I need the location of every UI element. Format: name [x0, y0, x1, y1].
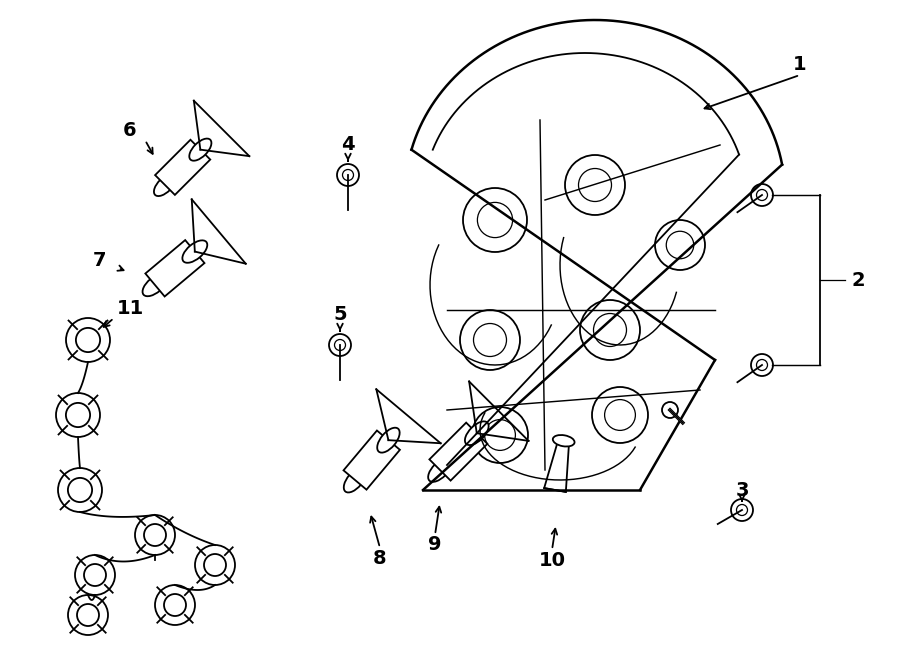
Text: 6: 6	[123, 120, 137, 139]
Circle shape	[56, 393, 100, 437]
Ellipse shape	[377, 428, 400, 453]
Circle shape	[565, 155, 625, 215]
Circle shape	[472, 407, 528, 463]
Circle shape	[580, 300, 640, 360]
Text: 4: 4	[341, 136, 355, 155]
Circle shape	[329, 334, 351, 356]
Circle shape	[460, 310, 520, 370]
Circle shape	[592, 387, 648, 443]
Circle shape	[144, 524, 166, 546]
Circle shape	[751, 184, 773, 206]
Circle shape	[731, 499, 753, 521]
Circle shape	[58, 468, 102, 512]
Ellipse shape	[189, 139, 212, 161]
Circle shape	[68, 478, 92, 502]
Text: 9: 9	[428, 535, 442, 555]
Circle shape	[155, 585, 195, 625]
Polygon shape	[344, 430, 400, 490]
Text: 7: 7	[94, 251, 107, 270]
Polygon shape	[429, 422, 488, 481]
Ellipse shape	[154, 174, 176, 196]
Circle shape	[75, 555, 115, 595]
Circle shape	[68, 595, 108, 635]
Polygon shape	[544, 440, 569, 492]
Text: 5: 5	[333, 305, 346, 325]
Circle shape	[66, 403, 90, 427]
Ellipse shape	[142, 274, 167, 296]
Polygon shape	[146, 240, 204, 297]
Text: 11: 11	[116, 299, 144, 317]
Text: 2: 2	[851, 270, 865, 290]
Circle shape	[77, 604, 99, 626]
Polygon shape	[155, 139, 211, 195]
Ellipse shape	[465, 421, 489, 445]
Circle shape	[164, 594, 186, 616]
Circle shape	[463, 188, 527, 252]
Ellipse shape	[553, 435, 574, 446]
Circle shape	[655, 220, 705, 270]
Circle shape	[204, 554, 226, 576]
Ellipse shape	[183, 241, 207, 263]
Circle shape	[337, 164, 359, 186]
Text: 1: 1	[793, 56, 806, 75]
Text: 3: 3	[735, 481, 749, 500]
Text: 10: 10	[538, 551, 565, 570]
Circle shape	[84, 564, 106, 586]
Circle shape	[66, 318, 110, 362]
Circle shape	[662, 402, 678, 418]
Circle shape	[751, 354, 773, 376]
Ellipse shape	[344, 467, 366, 492]
Circle shape	[195, 545, 235, 585]
Circle shape	[135, 515, 175, 555]
Circle shape	[76, 328, 100, 352]
Text: 8: 8	[374, 549, 387, 568]
Ellipse shape	[428, 458, 452, 482]
